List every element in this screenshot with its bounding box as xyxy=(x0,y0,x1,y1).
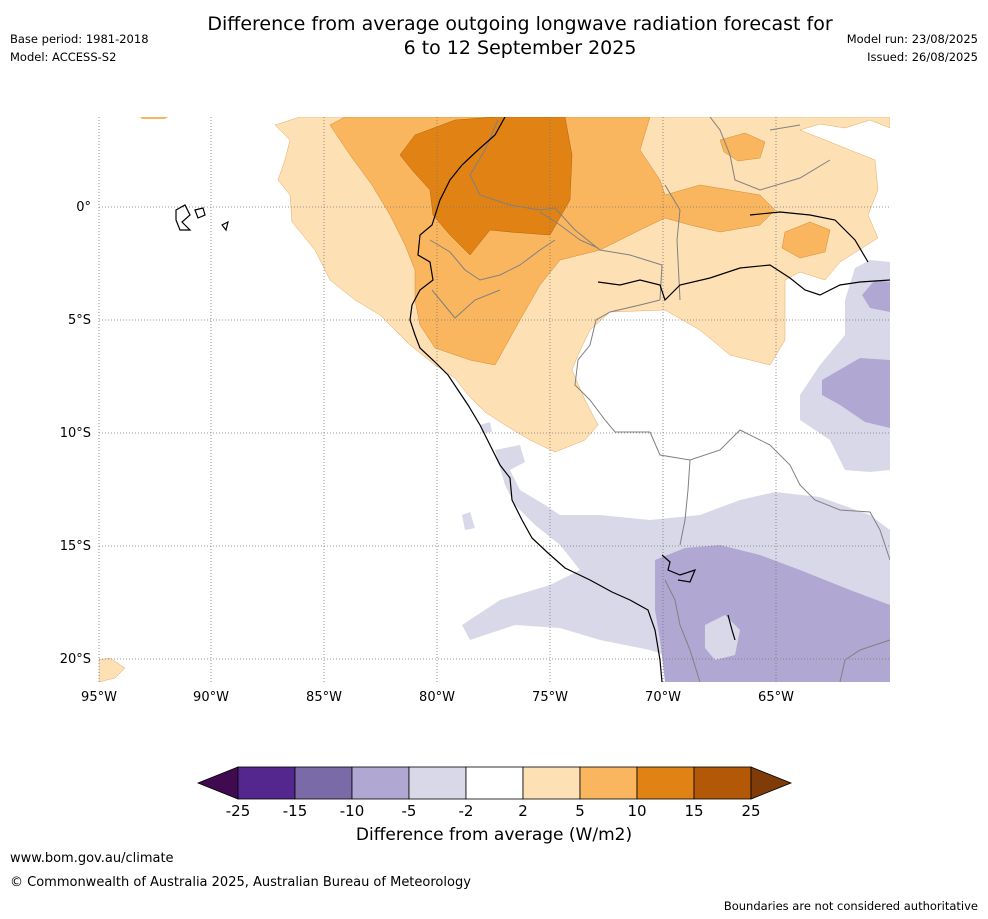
colorbar-swatch xyxy=(522,766,581,800)
colorbar-swatch xyxy=(294,766,353,800)
lon-label-95w: 95°W xyxy=(81,690,117,705)
footer-url: www.bom.gov.au/climate xyxy=(10,851,174,866)
colorbar-tick-label: -15 xyxy=(283,802,308,820)
colorbar-tick-label: 10 xyxy=(627,802,646,820)
map: 0° 5°S 10°S 15°S 20°S 95°W 90°W 85°W 80°… xyxy=(60,117,890,705)
colorbar-tick-label: 2 xyxy=(518,802,528,820)
colorbar-swatches xyxy=(196,766,793,800)
anomaly-orange-patch-sw xyxy=(99,657,126,682)
colorbar-ticks: -25 -15 -10 -5 -2 2 5 10 15 25 xyxy=(226,802,761,820)
colorbar-swatch xyxy=(408,766,467,800)
colorbar-swatch xyxy=(237,766,296,800)
colorbar-tick-label: -25 xyxy=(226,802,251,820)
longitude-labels: 95°W 90°W 85°W 80°W 75°W 70°W 65°W xyxy=(81,690,794,705)
model-run: Model run: 23/08/2025 xyxy=(846,32,978,46)
anomaly-purple-region-north xyxy=(822,358,890,428)
colorbar-tick-label: -2 xyxy=(459,802,474,820)
colorbar-tick-label: 5 xyxy=(575,802,585,820)
lat-label-20s: 20°S xyxy=(60,652,91,667)
lon-label-85w: 85°W xyxy=(306,690,342,705)
footer-note: Boundaries are not considered authoritat… xyxy=(723,899,978,913)
lon-label-65w: 65°W xyxy=(758,690,794,705)
meta-right: Model run: 23/08/2025 Issued: 26/08/2025 xyxy=(847,30,978,66)
colorbar-swatch xyxy=(465,766,524,800)
anomaly-light-purple-patch xyxy=(462,512,475,530)
latitude-labels: 0° 5°S 10°S 15°S 20°S xyxy=(60,200,91,667)
anomaly-orange-patch-east xyxy=(719,132,766,162)
footer-copyright: © Commonwealth of Australia 2025, Austra… xyxy=(10,875,471,890)
map-title-line2: 6 to 12 September 2025 xyxy=(403,37,637,59)
lat-label-0: 0° xyxy=(76,200,91,215)
colorbar-tick-label: 15 xyxy=(684,802,703,820)
colorbar-swatch xyxy=(636,766,695,800)
colorbar-swatch xyxy=(693,766,752,800)
anomaly-purple-region-ne xyxy=(862,280,890,312)
anomaly-orange-sliver-nw xyxy=(140,117,168,119)
lon-label-75w: 75°W xyxy=(532,690,568,705)
model-name: Model: ACCESS-S2 xyxy=(10,50,117,64)
colorbar-swatch xyxy=(351,766,410,800)
lon-label-80w: 80°W xyxy=(419,690,455,705)
anomaly-fields xyxy=(99,117,890,682)
coastline xyxy=(175,117,890,682)
lon-label-70w: 70°W xyxy=(645,690,681,705)
anomaly-orange-patch-southeast xyxy=(781,221,831,259)
map-title-line1: Difference from average outgoing longwav… xyxy=(207,13,833,35)
colorbar-title: Difference from average (W/m2) xyxy=(355,825,633,845)
meta-left: Base period: 1981-2018 Model: ACCESS-S2 xyxy=(10,30,149,66)
country-borders xyxy=(429,117,890,682)
colorbar-tick-label: 25 xyxy=(741,802,760,820)
colorbar-tick-label: -10 xyxy=(340,802,365,820)
lat-label-5s: 5°S xyxy=(68,313,91,328)
lon-label-90w: 90°W xyxy=(193,690,229,705)
issued-date: Issued: 26/08/2025 xyxy=(867,50,978,64)
colorbar-tick-label: -5 xyxy=(402,802,417,820)
anomaly-dark-orange-region xyxy=(399,117,573,256)
lat-label-15s: 15°S xyxy=(60,539,91,554)
colorbar-swatch xyxy=(579,766,638,800)
base-period: Base period: 1981-2018 xyxy=(10,32,149,46)
map-title: Difference from average outgoing longwav… xyxy=(160,12,880,60)
lat-label-10s: 10°S xyxy=(60,426,91,441)
colorbar-arrow-left xyxy=(196,766,239,800)
colorbar-arrow-right xyxy=(750,766,793,800)
gridlines xyxy=(98,117,890,682)
